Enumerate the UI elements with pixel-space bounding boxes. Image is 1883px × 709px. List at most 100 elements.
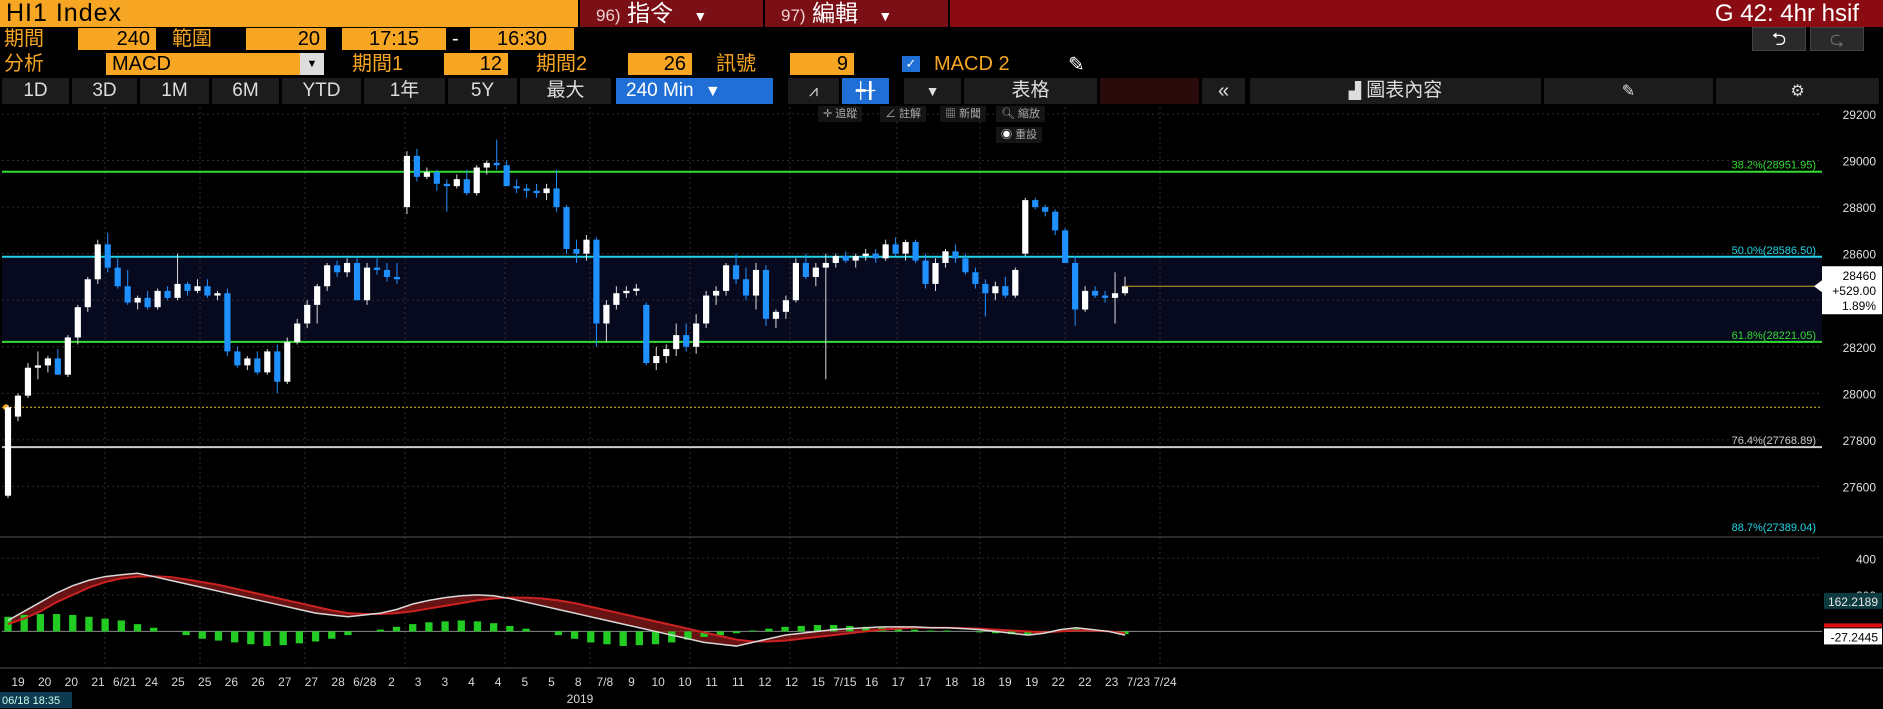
news-icon: ▦ — [945, 108, 960, 120]
reset-tool[interactable]: ◉ 重設 — [996, 127, 1043, 143]
macd-histogram-bar — [279, 631, 287, 646]
price-chart[interactable]: 2920029000288002860028400282002800027800… — [0, 105, 1883, 709]
edit-chart-button[interactable]: ✎ — [1544, 78, 1714, 104]
y-tick-label: 28200 — [1843, 341, 1877, 355]
track-tool[interactable]: ✛ 追蹤 — [818, 106, 863, 122]
period-input[interactable]: 240 — [78, 28, 156, 50]
x-tick-label: 22 — [1052, 675, 1066, 689]
macd-histogram-bar — [117, 620, 125, 632]
analysis-select[interactable]: MACD — [106, 53, 324, 75]
command-menu[interactable]: 96) 指令 ▼ — [580, 0, 763, 27]
candle-body — [703, 295, 710, 324]
macd-histogram-bar — [133, 624, 142, 632]
fib-label: 76.4%(27768.89) — [1732, 435, 1816, 447]
candle-body — [962, 258, 969, 273]
zoom-icon: 🔍︎ — [1001, 108, 1019, 120]
candle-body — [24, 367, 32, 396]
range-button-1M[interactable]: 1M — [140, 78, 210, 104]
chart-type-dropdown[interactable]: ▼ — [904, 78, 962, 104]
candlestick-button[interactable]: ┿╂ — [842, 78, 890, 104]
redo-button[interactable]: ⮎ — [1810, 27, 1864, 51]
end-time-input[interactable]: 16:30 — [470, 28, 574, 50]
macd-histogram-bar — [376, 629, 384, 632]
chart-content-icon: ▟ — [1348, 83, 1361, 100]
x-tick-label: 11 — [732, 675, 745, 689]
macd-histogram-bar — [295, 631, 304, 644]
range-button-5Y[interactable]: 5Y — [448, 78, 518, 104]
period1-input[interactable]: 12 — [444, 53, 508, 75]
candle-body — [1052, 211, 1059, 231]
macd-histogram-bar — [20, 614, 28, 632]
edit-menu-number: 97) — [781, 6, 806, 25]
candle-body — [413, 155, 420, 177]
chevron-down-icon[interactable]: ▼ — [300, 53, 324, 75]
macd-histogram-bar — [457, 620, 465, 632]
signal-input[interactable]: 9 — [790, 53, 854, 75]
start-time-input[interactable]: 17:15 — [342, 28, 446, 50]
candle-body — [663, 349, 670, 357]
candle-body — [812, 267, 819, 277]
candle-body — [144, 297, 151, 308]
candle-body — [114, 267, 121, 287]
macd-histogram-bar — [409, 624, 417, 632]
macd-histogram-bar — [813, 625, 822, 632]
x-tick-label: 24 — [145, 675, 159, 689]
candle-body — [842, 255, 849, 261]
x-tick-label: 3 — [415, 675, 422, 689]
x-tick-label: 3 — [441, 675, 448, 689]
macd-histogram-bar — [781, 626, 789, 632]
candle-body — [593, 239, 600, 324]
settings-button[interactable]: ⚙ — [1716, 78, 1880, 104]
chart-content-button[interactable]: ▟ 圖表內容 — [1250, 78, 1542, 104]
candle-body — [134, 297, 141, 303]
candle-body — [383, 269, 391, 277]
candle-body — [94, 244, 101, 280]
edit-menu[interactable]: 97) 編輯 ▼ — [765, 0, 948, 27]
security-title[interactable]: HI1 Index — [0, 0, 578, 27]
x-tick-label: 4 — [468, 675, 475, 689]
x-tick-label: 7/15 — [833, 675, 857, 689]
macd-histogram-bar — [506, 625, 514, 632]
price-change-percent: 1.89% — [1842, 299, 1876, 313]
candle-body — [972, 272, 979, 284]
candle-body — [284, 342, 291, 382]
macd-histogram-bar — [85, 616, 93, 632]
range-label: 範圍 — [172, 28, 212, 50]
x-tick-label: 19 — [998, 675, 1012, 689]
range-button-最大[interactable]: 最大 — [520, 78, 612, 104]
macd-histogram-bar — [473, 621, 482, 632]
undo-button[interactable]: ⮌ — [1752, 27, 1806, 51]
candle-body — [403, 155, 411, 208]
fib-label: 50.0%(28586.50) — [1732, 245, 1816, 257]
macd-histogram-bar — [716, 631, 724, 636]
x-tick-label: 2 — [388, 675, 395, 689]
range-input[interactable]: 20 — [246, 28, 326, 50]
annotate-tool[interactable]: ∠ 註解 — [880, 106, 927, 122]
table-button[interactable]: 表格 — [964, 78, 1098, 104]
range-button-3D[interactable]: 3D — [72, 78, 138, 104]
zoom-tool[interactable]: 🔍︎ 縮放 — [996, 106, 1046, 122]
macd2-checkbox[interactable]: ✓ — [902, 56, 920, 72]
interval-select[interactable]: 240 Min ▼ — [616, 78, 774, 104]
collapse-button[interactable]: « — [1202, 78, 1246, 104]
macd-histogram-bar — [894, 628, 903, 632]
candle-body — [304, 304, 311, 324]
candle-body — [982, 283, 989, 294]
range-button-YTD[interactable]: YTD — [282, 78, 362, 104]
macd-histogram-bar — [749, 630, 757, 632]
range-button-6M[interactable]: 6M — [212, 78, 280, 104]
x-tick-label: 10 — [652, 675, 666, 689]
candle-body — [84, 279, 91, 308]
range-button-1年[interactable]: 1年 — [364, 78, 446, 104]
range-button-1D[interactable]: 1D — [2, 78, 70, 104]
candle-body — [1082, 290, 1089, 310]
line-chart-button[interactable]: ⩘ — [788, 78, 840, 104]
candle-body — [583, 239, 590, 254]
period2-input[interactable]: 26 — [628, 53, 692, 75]
macd-histogram-bar — [441, 621, 449, 632]
news-tool[interactable]: ▦ 新聞 — [940, 106, 987, 122]
chevron-down-icon: ▼ — [693, 8, 708, 24]
fib-label: 38.2%(28951.95) — [1732, 160, 1816, 172]
pencil-icon[interactable]: ✎ — [1068, 54, 1085, 76]
candle-body — [822, 262, 829, 268]
